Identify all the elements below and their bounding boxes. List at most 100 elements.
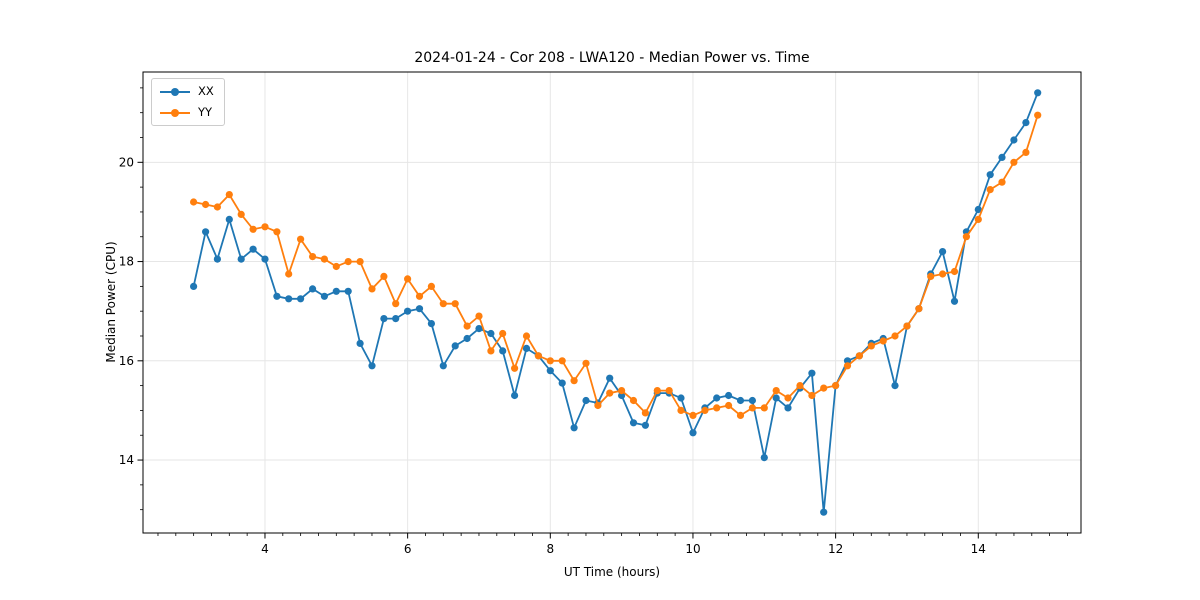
data-point — [677, 406, 685, 414]
x-tick-labels: 4 6 8 10 12 14 — [261, 542, 986, 556]
data-point — [546, 367, 554, 375]
data-point — [641, 421, 650, 429]
data-point — [939, 248, 947, 256]
data-point — [522, 332, 531, 340]
data-point — [784, 394, 792, 402]
data-point — [677, 394, 685, 402]
data-point — [867, 342, 875, 350]
data-point — [689, 411, 697, 419]
data-point — [368, 362, 376, 370]
data-point — [736, 411, 745, 419]
data-point — [1010, 158, 1018, 166]
data-point — [808, 369, 816, 377]
data-point — [558, 357, 566, 365]
data-point — [273, 292, 281, 300]
data-point — [202, 228, 210, 236]
legend-label: YY — [198, 104, 213, 119]
legend-line-sample-yy — [160, 108, 190, 117]
data-point — [510, 391, 519, 400]
data-point — [653, 387, 661, 395]
data-point — [843, 362, 852, 370]
data-point — [225, 215, 233, 223]
data-point — [843, 357, 852, 365]
axes-frame — [142, 71, 1082, 534]
data-point — [950, 297, 959, 305]
data-point — [1010, 136, 1018, 144]
data-point — [1034, 111, 1042, 119]
legend-line-sample-xx — [160, 87, 190, 96]
data-point — [606, 389, 614, 397]
data-point — [820, 508, 828, 516]
data-point — [404, 307, 412, 315]
data-point — [297, 235, 305, 243]
data-point — [451, 342, 459, 350]
data-point — [190, 282, 198, 290]
data-point — [439, 300, 447, 308]
data-point — [772, 394, 780, 402]
x-axis-ticks — [264, 533, 979, 539]
data-point — [701, 406, 709, 414]
svg-text:18: 18 — [119, 255, 134, 269]
data-point — [760, 404, 768, 412]
data-point — [891, 382, 899, 390]
minor-ticks — [140, 87, 1068, 536]
data-point — [665, 387, 673, 395]
legend-marker-icon — [171, 87, 179, 96]
data-point — [1022, 119, 1030, 127]
data-point — [546, 357, 554, 365]
data-point — [225, 191, 233, 199]
data-point — [986, 186, 994, 194]
data-point — [463, 322, 471, 330]
data-point — [202, 200, 210, 209]
data-point — [439, 362, 447, 370]
data-point — [392, 300, 400, 308]
svg-text:12: 12 — [828, 542, 843, 556]
data-point — [891, 332, 899, 340]
data-point — [510, 364, 519, 372]
legend-item-yy: YY — [160, 105, 214, 120]
data-point — [832, 382, 840, 390]
data-point — [582, 396, 590, 405]
data-point — [950, 267, 959, 276]
legend: XX YY — [151, 78, 225, 126]
data-point — [415, 292, 424, 300]
data-point — [618, 387, 626, 395]
data-point — [594, 401, 602, 410]
svg-text:8: 8 — [546, 542, 554, 556]
data-point — [820, 384, 828, 392]
svg-text:14: 14 — [119, 453, 134, 467]
series-line — [193, 114, 1039, 417]
data-point — [427, 320, 435, 328]
data-point — [320, 292, 328, 300]
data-point — [808, 391, 816, 400]
y-axis-label: Median Power (CPU) — [104, 241, 118, 363]
data-point — [760, 454, 768, 462]
data-point — [332, 262, 340, 271]
data-point — [249, 225, 257, 233]
legend-marker-icon — [171, 108, 179, 117]
data-point — [903, 322, 911, 330]
data-point — [427, 282, 435, 290]
series-line — [192, 92, 1039, 513]
data-point — [487, 329, 495, 338]
data-point — [309, 285, 317, 293]
svg-text:16: 16 — [119, 354, 134, 368]
series-yy — [190, 111, 1042, 419]
data-point — [986, 171, 994, 179]
data-point — [475, 325, 483, 333]
data-point — [558, 379, 566, 387]
data-point — [915, 305, 923, 313]
svg-text:6: 6 — [404, 542, 412, 556]
data-point — [641, 409, 650, 417]
data-point — [344, 287, 352, 295]
data-point — [998, 178, 1006, 186]
chart-title: 2024-01-24 - Cor 208 - LWA120 - Median P… — [414, 50, 810, 66]
data-point — [451, 300, 459, 308]
grid — [143, 72, 1081, 533]
svg-text:20: 20 — [119, 155, 134, 169]
data-point — [475, 312, 483, 320]
data-point — [606, 374, 614, 382]
data-point — [629, 419, 638, 427]
data-point — [309, 253, 317, 261]
